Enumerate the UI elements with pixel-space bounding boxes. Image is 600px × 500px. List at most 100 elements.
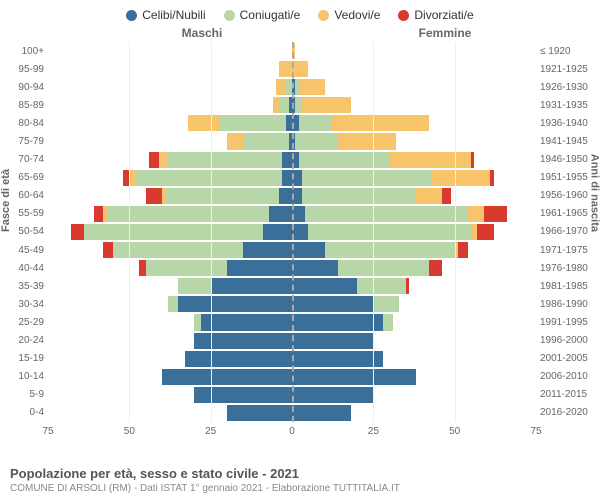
bar-row xyxy=(292,60,536,78)
bar-row xyxy=(48,241,292,259)
bar-segment-widowed xyxy=(468,206,484,222)
bar-segment-single xyxy=(292,369,416,385)
females-half xyxy=(292,42,536,422)
age-tick: 95-99 xyxy=(0,60,44,78)
bar-segment-single xyxy=(292,260,338,276)
bar-row xyxy=(292,277,536,295)
bar-segment-single xyxy=(279,188,292,204)
bar-row xyxy=(48,223,292,241)
legend-item: Coniugati/e xyxy=(224,8,301,22)
bar-segment-married xyxy=(305,206,468,222)
bar-row xyxy=(48,169,292,187)
bar-row xyxy=(48,368,292,386)
x-tick: 50 xyxy=(124,426,135,437)
bar-segment-single xyxy=(269,206,292,222)
bar-row xyxy=(48,277,292,295)
age-tick: 85-89 xyxy=(0,96,44,114)
bar-segment-divorced xyxy=(429,260,442,276)
bar-segment-widowed xyxy=(331,115,429,131)
header-males: Maschi xyxy=(48,26,306,40)
bar-row xyxy=(292,151,536,169)
centerline xyxy=(292,42,294,422)
bar-segment-divorced xyxy=(471,152,474,168)
bar-segment-married xyxy=(299,115,332,131)
legend: Celibi/Nubili Coniugati/e Vedovi/e Divorzia… xyxy=(0,0,600,26)
birth-tick: 1921-1925 xyxy=(540,60,600,78)
bar-row xyxy=(48,259,292,277)
bar-row xyxy=(48,350,292,368)
bar-segment-divorced xyxy=(484,206,507,222)
legend-label: Divorziati/e xyxy=(414,8,473,22)
age-tick: 20-24 xyxy=(0,332,44,350)
header-females: Femmine xyxy=(306,26,564,40)
bar-segment-single xyxy=(292,242,325,258)
bar-segment-married xyxy=(308,224,471,240)
bar-row xyxy=(292,205,536,223)
birth-tick: 1981-1985 xyxy=(540,277,600,295)
gridline xyxy=(129,42,130,422)
y-axis-right-label: Anni di nascita xyxy=(588,154,600,232)
bar-segment-widowed xyxy=(188,115,221,131)
bar-segment-widowed xyxy=(302,97,351,113)
bar-segment-married xyxy=(107,206,270,222)
legend-label: Celibi/Nubili xyxy=(142,8,205,22)
bar-segment-married xyxy=(295,133,337,149)
x-axis: 7550250255075 xyxy=(48,426,536,442)
bar-row xyxy=(292,368,536,386)
bar-segment-single xyxy=(292,405,351,421)
bar-row xyxy=(48,187,292,205)
bar-segment-single xyxy=(282,170,292,186)
birth-tick: 2006-2010 xyxy=(540,368,600,386)
age-tick: 70-74 xyxy=(0,151,44,169)
x-tick: 25 xyxy=(368,426,379,437)
bar-segment-widowed xyxy=(390,152,471,168)
legend-item: Vedovi/e xyxy=(318,8,380,22)
age-tick: 90-94 xyxy=(0,78,44,96)
bar-row xyxy=(292,313,536,331)
bar-row xyxy=(292,169,536,187)
bar-segment-married xyxy=(168,152,282,168)
bar-row xyxy=(292,132,536,150)
bar-segment-married xyxy=(338,260,429,276)
x-tick: 25 xyxy=(205,426,216,437)
bar-row xyxy=(292,96,536,114)
x-tick: 50 xyxy=(449,426,460,437)
age-tick: 35-39 xyxy=(0,277,44,295)
bar-segment-married xyxy=(383,314,393,330)
chart-subtitle: COMUNE DI ARSOLI (RM) - Dati ISTAT 1° ge… xyxy=(10,483,590,494)
age-tick: 25-29 xyxy=(0,313,44,331)
bar-row xyxy=(48,295,292,313)
bar-segment-married xyxy=(373,296,399,312)
birth-tick: 1926-1930 xyxy=(540,78,600,96)
bar-segment-divorced xyxy=(103,242,113,258)
bar-segment-single xyxy=(201,314,292,330)
bar-segment-married xyxy=(165,188,279,204)
bar-segment-divorced xyxy=(490,170,493,186)
bar-row xyxy=(292,78,536,96)
age-tick: 75-79 xyxy=(0,132,44,150)
y-axis-age: 100+95-9990-9485-8980-8475-7970-7465-696… xyxy=(0,42,48,422)
legend-item: Divorziati/e xyxy=(398,8,473,22)
bar-segment-divorced xyxy=(458,242,468,258)
bar-segment-divorced xyxy=(71,224,84,240)
bar-row xyxy=(292,259,536,277)
bar-row xyxy=(292,241,536,259)
bar-segment-divorced xyxy=(442,188,452,204)
bar-segment-married xyxy=(325,242,455,258)
bar-segment-single xyxy=(292,296,373,312)
bar-segment-single xyxy=(227,260,292,276)
legend-swatch xyxy=(224,10,235,21)
x-tick: 75 xyxy=(42,426,53,437)
bar-segment-single xyxy=(292,387,373,403)
birth-tick: 1971-1975 xyxy=(540,241,600,259)
bar-row xyxy=(48,60,292,78)
bar-segment-widowed xyxy=(276,79,286,95)
bar-segment-single xyxy=(162,369,292,385)
bar-row xyxy=(48,151,292,169)
birth-tick: 1936-1940 xyxy=(540,114,600,132)
bar-row xyxy=(48,42,292,60)
bar-segment-married xyxy=(357,278,406,294)
bar-row xyxy=(292,42,536,60)
legend-swatch xyxy=(398,10,409,21)
bar-segment-divorced xyxy=(146,188,162,204)
